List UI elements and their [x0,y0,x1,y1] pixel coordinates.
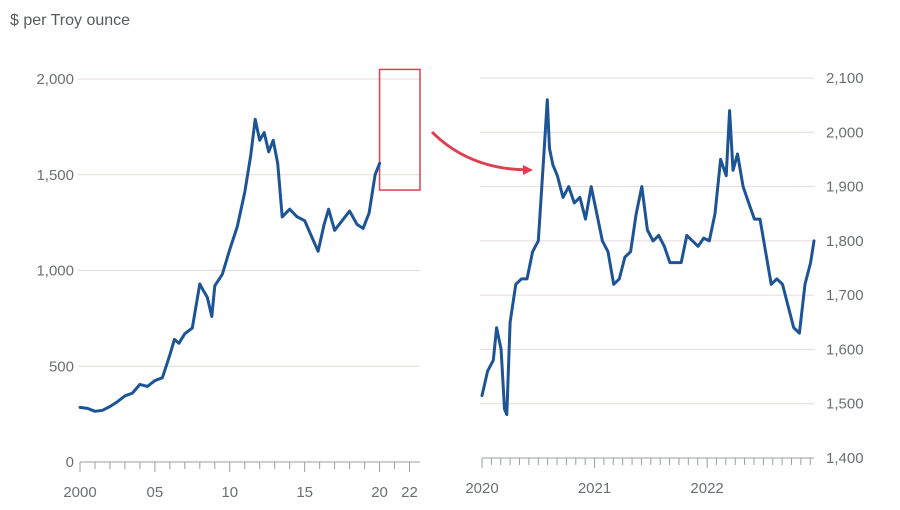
price-series-line [480,98,816,417]
x-tick-label: 05 [147,484,164,501]
y-tick-label: 2,100 [826,70,864,87]
y-tick-label: 1,500 [36,167,74,184]
x-tick-label: 2000 [63,484,96,501]
y-tick-label: 0 [66,454,74,471]
y-tick-label: 1,600 [826,341,864,358]
left-chart: 0 500 1,000 1,500 2,000 2000 05 10 15 20 22 [36,68,421,501]
y-tick-label: 1,000 [36,263,74,280]
x-tick-label: 2021 [578,480,611,497]
x-tick-label: 10 [221,484,238,501]
x-tick-label: 2020 [465,480,498,497]
y-tick-label: 2,000 [36,71,74,88]
y-tick-label: 500 [49,358,74,375]
x-tick-label: 15 [296,484,313,501]
right-chart: 1,400 1,500 1,600 1,700 1,800 1,900 2,000 2,100… [465,70,863,497]
zoom-arrow [430,130,533,175]
y-tick-label: 1,400 [826,450,864,467]
x-tick-label: 22 [401,484,418,501]
x-tick-label: 20 [371,484,388,501]
x-tick-label: 2022 [690,480,723,497]
y-tick-label: 1,500 [826,396,864,413]
y-tick-label: 1,700 [826,287,864,304]
y-tick-label: 2,000 [826,124,864,141]
y-tick-label: 1,800 [826,233,864,250]
y-tick-label: 1,900 [826,179,864,196]
unit-label: $ per Troy ounce [10,12,131,29]
price-series-line [78,117,382,413]
zoom-highlight-box [378,68,421,191]
